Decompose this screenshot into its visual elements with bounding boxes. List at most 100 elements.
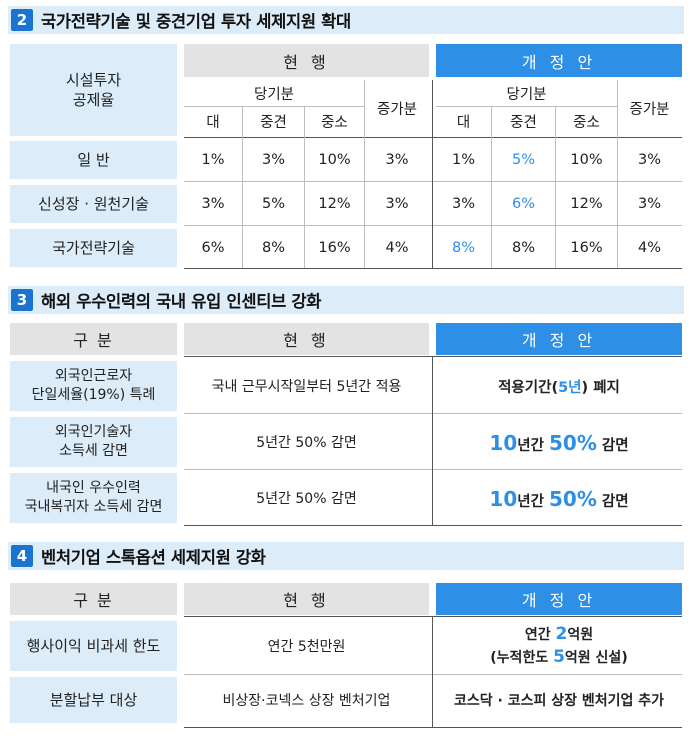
section-4-header: 4 벤처기업 스톡옵션 세제지원 강화 <box>8 542 684 570</box>
rate-cell: 3% <box>637 152 661 168</box>
rate-cell: 3% <box>385 196 409 212</box>
proposal-text: 년간 <box>517 438 549 454</box>
rate-cell: 12% <box>318 196 351 212</box>
proposal-increase-header: 증가분 <box>629 101 670 118</box>
col-header-large: 대 <box>456 115 471 131</box>
rate-cell: 3% <box>385 152 409 168</box>
rate-cell: 8% <box>261 240 285 256</box>
proposal-value: 적용기간(5년) 폐지 <box>436 361 682 411</box>
current-value: 5년간 50% 감면 <box>256 435 357 451</box>
proposal-text: 억원 <box>567 627 594 644</box>
grid-line <box>436 106 617 107</box>
grid-line <box>242 107 243 268</box>
proposal-text: ) 폐지 <box>581 379 620 396</box>
current-header: 현 행 <box>184 44 429 77</box>
grid-line <box>304 107 305 268</box>
proposal-text: 감면 <box>596 438 629 454</box>
rate-cell-changed: 5% <box>511 152 535 168</box>
grid-line <box>184 356 682 357</box>
col-header-small: 중소 <box>573 115 600 131</box>
rate-cell: 8% <box>511 240 535 256</box>
label-header: 구 분 <box>10 323 177 355</box>
grid-line <box>432 356 433 525</box>
row-label-strategic-tech: 국가전략기술 <box>10 229 177 267</box>
row-label: 분할납부 대상 <box>10 677 177 723</box>
grid-line <box>555 107 556 268</box>
section-number: 2 <box>11 9 33 31</box>
proposal-text: 적용기간( <box>498 379 559 396</box>
row-label: 외국인근로자 단일세율(19%) 특례 <box>10 361 177 411</box>
rate-cell: 10% <box>318 152 351 168</box>
section-title: 해외 우수인력의 국내 유입 인센티브 강화 <box>41 292 322 311</box>
current-value: 비상장·코넥스 상장 벤처기업 <box>222 693 391 709</box>
proposal-header: 개 정 안 <box>436 583 682 615</box>
grid-line <box>432 80 433 268</box>
row-label: 외국인기술자 소득세 감면 <box>10 417 177 467</box>
rate-cell: 3% <box>451 196 475 212</box>
proposal-text: 년간 <box>517 494 549 510</box>
grid-line <box>184 674 682 675</box>
proposal-text: (누적한도 <box>490 650 554 666</box>
rate-cell: 1% <box>201 152 225 168</box>
proposal-value: 10 년간 50% 감면 <box>436 417 682 467</box>
row-label: 내국인 우수인력 국내복귀자 소득세 감면 <box>10 473 177 523</box>
grid-line <box>184 268 682 269</box>
rate-cell: 3% <box>637 196 661 212</box>
current-sub-header: 당기분 <box>253 86 295 103</box>
row-label: 행사이익 비과세 한도 <box>10 621 177 671</box>
grid-line <box>184 225 682 226</box>
current-value: 5년간 50% 감면 <box>256 491 357 507</box>
proposal-text: 억원 신설) <box>564 650 628 666</box>
rate-cell: 5% <box>261 196 285 212</box>
grid-line <box>432 616 433 727</box>
section-3-header: 3 해외 우수인력의 국내 유입 인센티브 강화 <box>8 286 684 314</box>
rate-cell: 16% <box>570 240 603 256</box>
rate-cell: 10% <box>570 152 603 168</box>
row-label-growth-tech: 신성장 · 원천기술 <box>10 185 177 223</box>
section-number: 3 <box>11 289 33 311</box>
grid-line <box>184 616 682 617</box>
proposal-sub-header: 당기분 <box>506 86 547 103</box>
proposal-text: 연간 <box>524 627 556 644</box>
rate-cell: 4% <box>385 240 409 256</box>
label-header: 구 분 <box>10 583 177 615</box>
section-title: 국가전략기술 및 중견기업 투자 세제지원 확대 <box>41 12 351 31</box>
grid-line <box>364 80 365 268</box>
current-value: 연간 5천만원 <box>267 639 346 655</box>
proposal-highlight: 10 <box>489 431 518 455</box>
proposal-header: 개 정 안 <box>436 323 682 355</box>
rate-cell: 3% <box>201 196 225 212</box>
grid-line <box>184 727 682 728</box>
rate-cell-changed: 8% <box>451 240 475 256</box>
proposal-text: 감면 <box>596 494 629 510</box>
section-2-header: 2 국가전략기술 및 중견기업 투자 세제지원 확대 <box>8 6 684 34</box>
grid-line <box>184 181 682 182</box>
col-header-midsize: 중견 <box>510 115 537 131</box>
proposal-highlight: 10 <box>489 487 518 511</box>
rate-cell: 4% <box>637 240 661 256</box>
grid-line <box>184 469 682 470</box>
rate-cell-changed: 6% <box>511 196 535 212</box>
grid-line <box>184 525 682 526</box>
proposal-header: 개 정 안 <box>436 44 682 77</box>
row-label-general: 일 반 <box>10 141 177 179</box>
proposal-value: 연간 2억원 (누적한도 5억원 신설) <box>436 619 682 673</box>
current-increase-header: 증가분 <box>376 101 418 118</box>
current-value: 국내 근무시작일부터 5년간 적용 <box>211 379 402 395</box>
col-header-small: 중소 <box>321 115 348 131</box>
proposal-line: (누적한도 5억원 신설) <box>490 646 627 669</box>
col-header-midsize: 중견 <box>260 115 287 131</box>
rate-cell: 16% <box>318 240 351 256</box>
rate-cell: 1% <box>451 152 475 168</box>
proposal-value: 코스닥 · 코스피 상장 벤처기업 추가 <box>453 693 664 709</box>
rate-cell: 6% <box>201 240 225 256</box>
proposal-highlight: 50% <box>548 487 597 511</box>
grid-line <box>184 413 682 414</box>
proposal-highlight: 5년 <box>558 379 582 396</box>
col-header-large: 대 <box>206 115 220 131</box>
proposal-value: 10 년간 50% 감면 <box>436 473 682 523</box>
rate-cell: 3% <box>261 152 285 168</box>
current-header: 현 행 <box>184 323 429 355</box>
section-number: 4 <box>11 545 33 567</box>
proposal-highlight: 5 <box>553 647 565 667</box>
